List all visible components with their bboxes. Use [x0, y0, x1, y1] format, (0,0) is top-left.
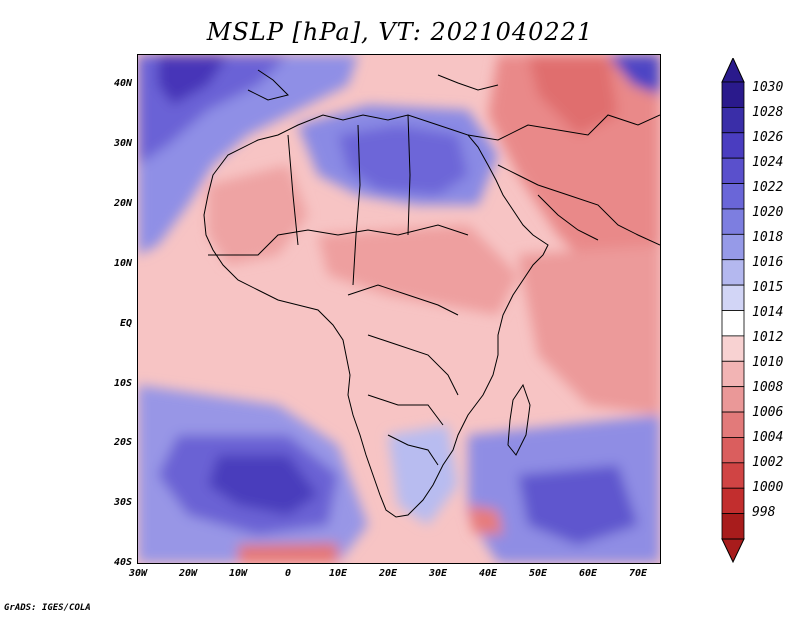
- lat-label-30s: 30S: [113, 497, 132, 508]
- colorbar-swatch: [721, 462, 745, 489]
- colorbar-swatch: [721, 437, 745, 464]
- lon-label-40e: 40E: [478, 568, 498, 579]
- lon-label-20e: 20E: [378, 568, 398, 579]
- colorbar-swatch: [721, 487, 745, 515]
- colorbar-swatch: [721, 513, 745, 540]
- lat-label-10n: 10N: [113, 258, 132, 269]
- colorbar-swatch: [721, 360, 745, 388]
- grads-credit: GrADS: IGES/COLA: [4, 603, 91, 613]
- colorbar-label: 1000: [752, 480, 784, 495]
- colorbar-label: 1010: [752, 355, 784, 370]
- colorbar-top-arrow: [721, 58, 745, 83]
- colorbar-swatch: [721, 386, 745, 413]
- coastlines: [203, 69, 660, 518]
- colorbar-swatch: [721, 81, 745, 108]
- lat-label-40s: 40S: [113, 557, 132, 568]
- colorbar-swatch: [721, 259, 745, 286]
- lon-label-0: 0: [284, 568, 292, 579]
- colorbar-label: 1014: [752, 305, 784, 320]
- colorbar-label: 1026: [752, 130, 784, 145]
- mslp-field: [138, 55, 660, 563]
- lon-label-50e: 50E: [528, 568, 548, 579]
- colorbar-swatch: [721, 183, 745, 210]
- colorbar-swatch: [721, 411, 745, 438]
- colorbar-label: 1006: [752, 405, 784, 420]
- lon-label-10w: 10W: [228, 568, 248, 579]
- lat-label-eq: EQ: [119, 318, 132, 329]
- lon-label-30w: 30W: [128, 568, 148, 579]
- lat-label-20n: 20N: [113, 198, 132, 209]
- map-panel: [137, 54, 661, 564]
- colorbar-swatch: [721, 106, 745, 134]
- colorbar-label: 1015: [752, 280, 784, 295]
- lon-label-30e: 30E: [428, 568, 448, 579]
- lon-label-10e: 10E: [328, 568, 348, 579]
- colorbar-swatch: [721, 233, 745, 261]
- colorbar-label: 1002: [752, 455, 784, 470]
- colorbar: [721, 58, 745, 563]
- colorbar-label: 1016: [752, 255, 784, 270]
- colorbar-label: 1030: [752, 80, 784, 95]
- map-title: MSLP [hPa], VT: 2021040221: [206, 18, 594, 46]
- colorbar-swatch: [721, 310, 745, 337]
- colorbar-label: 1008: [752, 380, 784, 395]
- colorbar-label: 998: [752, 505, 776, 520]
- colorbar-label: 1028: [752, 105, 784, 120]
- colorbar-label: 1024: [752, 155, 784, 170]
- colorbar-label: 1022: [752, 180, 784, 195]
- lon-label-70e: 70E: [628, 568, 648, 579]
- colorbar-bottom-arrow: [721, 538, 745, 563]
- colorbar-swatch: [721, 208, 745, 235]
- colorbar-label: 1018: [752, 230, 784, 245]
- colorbar-label: 1020: [752, 205, 784, 220]
- lat-label-10s: 10S: [113, 378, 132, 389]
- lon-label-60e: 60E: [578, 568, 598, 579]
- colorbar-label: 1012: [752, 330, 784, 345]
- colorbar-swatch: [721, 157, 745, 184]
- colorbar-swatch: [721, 335, 745, 362]
- colorbar-swatch: [721, 284, 745, 311]
- lat-label-20s: 20S: [113, 437, 132, 448]
- lat-label-30n: 30N: [113, 138, 132, 149]
- colorbar-label: 1004: [752, 430, 784, 445]
- colorbar-swatch: [721, 132, 745, 159]
- lat-label-40n: 40N: [113, 78, 132, 89]
- lon-label-20w: 20W: [178, 568, 198, 579]
